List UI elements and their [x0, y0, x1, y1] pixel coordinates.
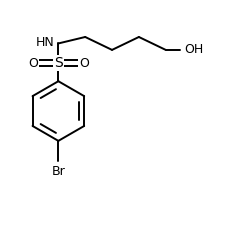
Text: HN: HN [36, 36, 54, 49]
Text: OH: OH [185, 43, 204, 56]
Text: O: O [28, 57, 38, 70]
Text: S: S [54, 56, 63, 70]
Text: Br: Br [51, 165, 65, 178]
Text: O: O [79, 57, 89, 70]
